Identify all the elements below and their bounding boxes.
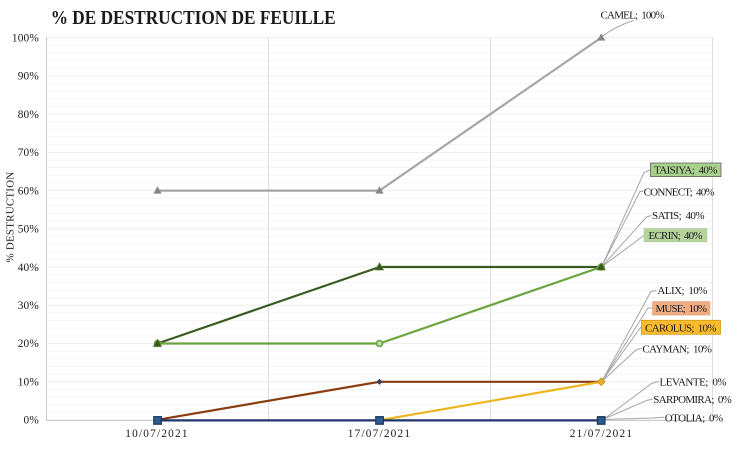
svg-text:ALIX; 10%: ALIX; 10% — [657, 285, 707, 297]
svg-text:40%: 40% — [18, 262, 40, 274]
svg-text:OTOLIA; 0%: OTOLIA; 0% — [665, 412, 723, 424]
svg-text:30%: 30% — [18, 300, 40, 312]
svg-text:50%: 50% — [18, 224, 40, 236]
svg-text:0%: 0% — [24, 415, 40, 427]
svg-text:90%: 90% — [18, 71, 40, 83]
svg-text:10/07/2021: 10/07/2021 — [125, 428, 188, 440]
svg-text:60%: 60% — [18, 185, 40, 197]
svg-text:80%: 80% — [18, 109, 40, 121]
svg-text:% DESTRUCTION: % DESTRUCTION — [5, 172, 17, 263]
svg-text:CAYMAN; 10%: CAYMAN; 10% — [642, 343, 712, 355]
svg-text:10%: 10% — [18, 377, 40, 389]
svg-text:20%: 20% — [18, 338, 40, 350]
svg-text:SATIS; 40%: SATIS; 40% — [652, 210, 705, 222]
svg-text:ECRIN; 40%: ECRIN; 40% — [649, 230, 703, 242]
svg-text:100%: 100% — [12, 32, 40, 44]
svg-text:CAMEL; 100%: CAMEL; 100% — [601, 9, 665, 21]
svg-text:MUSE; 10%: MUSE; 10% — [656, 303, 708, 315]
svg-text:CAROLUS; 10%: CAROLUS; 10% — [645, 323, 717, 335]
svg-text:TAISIYA; 40%: TAISIYA; 40% — [654, 164, 718, 176]
svg-text:LEVANTE; 0%: LEVANTE; 0% — [660, 376, 727, 388]
svg-text:CONNECT; 40%: CONNECT; 40% — [644, 186, 715, 198]
svg-text:% DE DESTRUCTION DE FEUILLE: % DE DESTRUCTION DE FEUILLE — [51, 7, 336, 29]
svg-text:70%: 70% — [18, 147, 40, 159]
svg-text:21/07/2021: 21/07/2021 — [570, 428, 633, 440]
svg-text:17/07/2021: 17/07/2021 — [348, 428, 411, 440]
svg-text:SARPOMIRA; 0%: SARPOMIRA; 0% — [653, 394, 732, 406]
